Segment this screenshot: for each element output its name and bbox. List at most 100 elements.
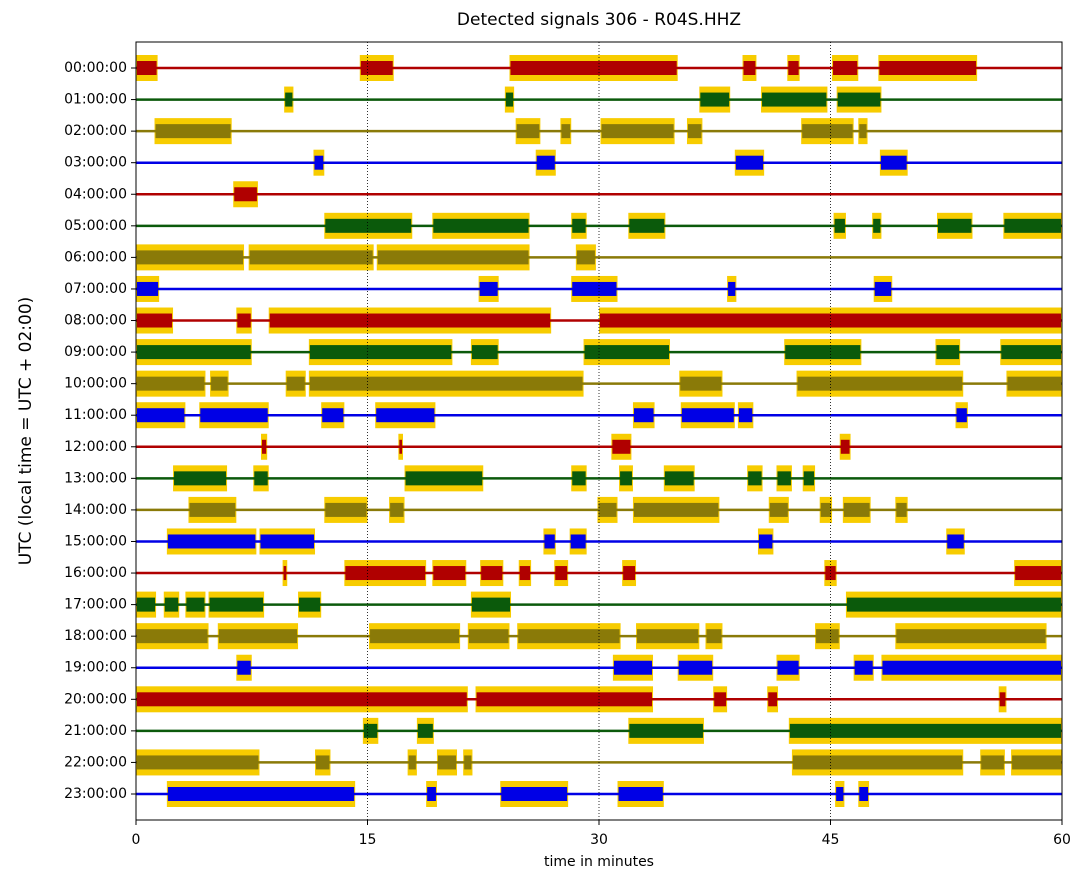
signal-band	[137, 597, 156, 612]
signal-band	[758, 534, 773, 549]
chart-title: Detected signals 306 - R04S.HHZ	[457, 10, 741, 30]
y-tick-label: 11:00:00	[64, 407, 127, 423]
signal-band	[618, 787, 663, 801]
signal-band	[269, 313, 551, 328]
signal-band	[164, 597, 179, 612]
signal-band	[405, 471, 483, 486]
signal-band	[840, 439, 850, 454]
signal-band	[854, 660, 873, 675]
signal-band	[570, 534, 586, 549]
signal-band	[633, 502, 719, 517]
y-axis-label: UTC (local time = UTC + 02:00)	[16, 297, 36, 566]
signal-band	[936, 345, 960, 360]
signal-band	[377, 250, 529, 265]
signal-band	[262, 439, 267, 454]
signal-band	[254, 471, 268, 486]
signal-band	[1012, 755, 1061, 770]
signal-band	[777, 471, 791, 486]
signal-band	[836, 787, 844, 801]
signal-band	[802, 124, 853, 139]
signal-band	[1001, 345, 1061, 360]
signal-band	[882, 660, 1061, 675]
y-tick-label: 10:00:00	[64, 376, 127, 392]
signal-band	[285, 92, 293, 107]
signal-band	[803, 471, 815, 486]
signal-band	[555, 566, 568, 581]
signal-band	[792, 755, 963, 770]
signal-band	[510, 61, 677, 75]
signal-band	[200, 408, 268, 423]
signal-band	[680, 376, 722, 391]
signal-band	[519, 566, 531, 581]
signal-band	[637, 629, 699, 644]
signal-band	[947, 534, 964, 549]
signal-band	[137, 376, 205, 391]
signal-band	[234, 187, 257, 202]
y-tick-label: 14:00:00	[64, 502, 127, 518]
y-tick-label: 08:00:00	[64, 313, 127, 329]
signal-band	[598, 502, 617, 517]
y-tick-label: 12:00:00	[64, 439, 127, 455]
signal-band	[768, 692, 778, 707]
y-tick-label: 06:00:00	[64, 249, 127, 265]
signal-band	[999, 692, 1006, 707]
signal-band	[706, 629, 722, 644]
signal-band	[769, 502, 788, 517]
y-tick-label: 19:00:00	[64, 660, 127, 676]
signal-band	[584, 345, 669, 360]
signal-band	[743, 61, 756, 75]
signal-band	[249, 250, 373, 265]
plot-frame	[135, 41, 1063, 821]
signal-band	[437, 755, 457, 770]
signal-band	[700, 92, 730, 107]
signal-band	[322, 408, 344, 423]
signal-band	[417, 723, 433, 738]
signal-band	[433, 218, 529, 233]
signal-band	[309, 376, 583, 391]
signal-band	[896, 629, 1046, 644]
signal-band	[464, 755, 472, 770]
signal-band	[433, 566, 466, 581]
signal-band	[664, 471, 694, 486]
signal-band	[299, 597, 321, 612]
y-tick-label: 18:00:00	[64, 628, 127, 644]
signal-band	[623, 566, 636, 581]
x-tick-label: 0	[132, 832, 141, 848]
signal-band	[468, 629, 509, 644]
x-tick-label: 45	[822, 832, 840, 848]
signal-band	[797, 376, 963, 391]
signal-band	[1007, 376, 1061, 391]
y-tick-label: 00:00:00	[64, 60, 127, 76]
signal-band	[501, 787, 568, 801]
signal-band	[601, 124, 674, 139]
x-tick-label: 30	[590, 832, 608, 848]
signal-band	[237, 313, 251, 328]
signal-band	[956, 408, 967, 423]
signal-band	[629, 218, 665, 233]
signal-band	[735, 155, 764, 170]
signal-band	[137, 281, 159, 296]
signal-band	[211, 376, 228, 391]
x-tick-label: 15	[359, 832, 377, 848]
signal-band	[572, 281, 617, 296]
signal-band	[137, 250, 244, 265]
signal-band	[399, 439, 402, 454]
signal-band	[137, 408, 185, 423]
signal-band	[167, 534, 256, 549]
signal-band	[518, 629, 620, 644]
signal-band	[981, 755, 1004, 770]
signal-band	[859, 124, 867, 139]
signal-band	[1004, 218, 1061, 233]
signal-band	[833, 61, 858, 75]
signal-band	[189, 502, 236, 517]
signal-band	[167, 787, 355, 801]
y-tick-label: 13:00:00	[64, 470, 127, 486]
signal-band	[260, 534, 315, 549]
signal-band	[678, 660, 713, 675]
signal-band	[576, 250, 595, 265]
signal-band	[476, 692, 653, 707]
signal-band	[714, 692, 727, 707]
signal-band	[681, 408, 734, 423]
y-tick-label: 23:00:00	[64, 786, 127, 802]
